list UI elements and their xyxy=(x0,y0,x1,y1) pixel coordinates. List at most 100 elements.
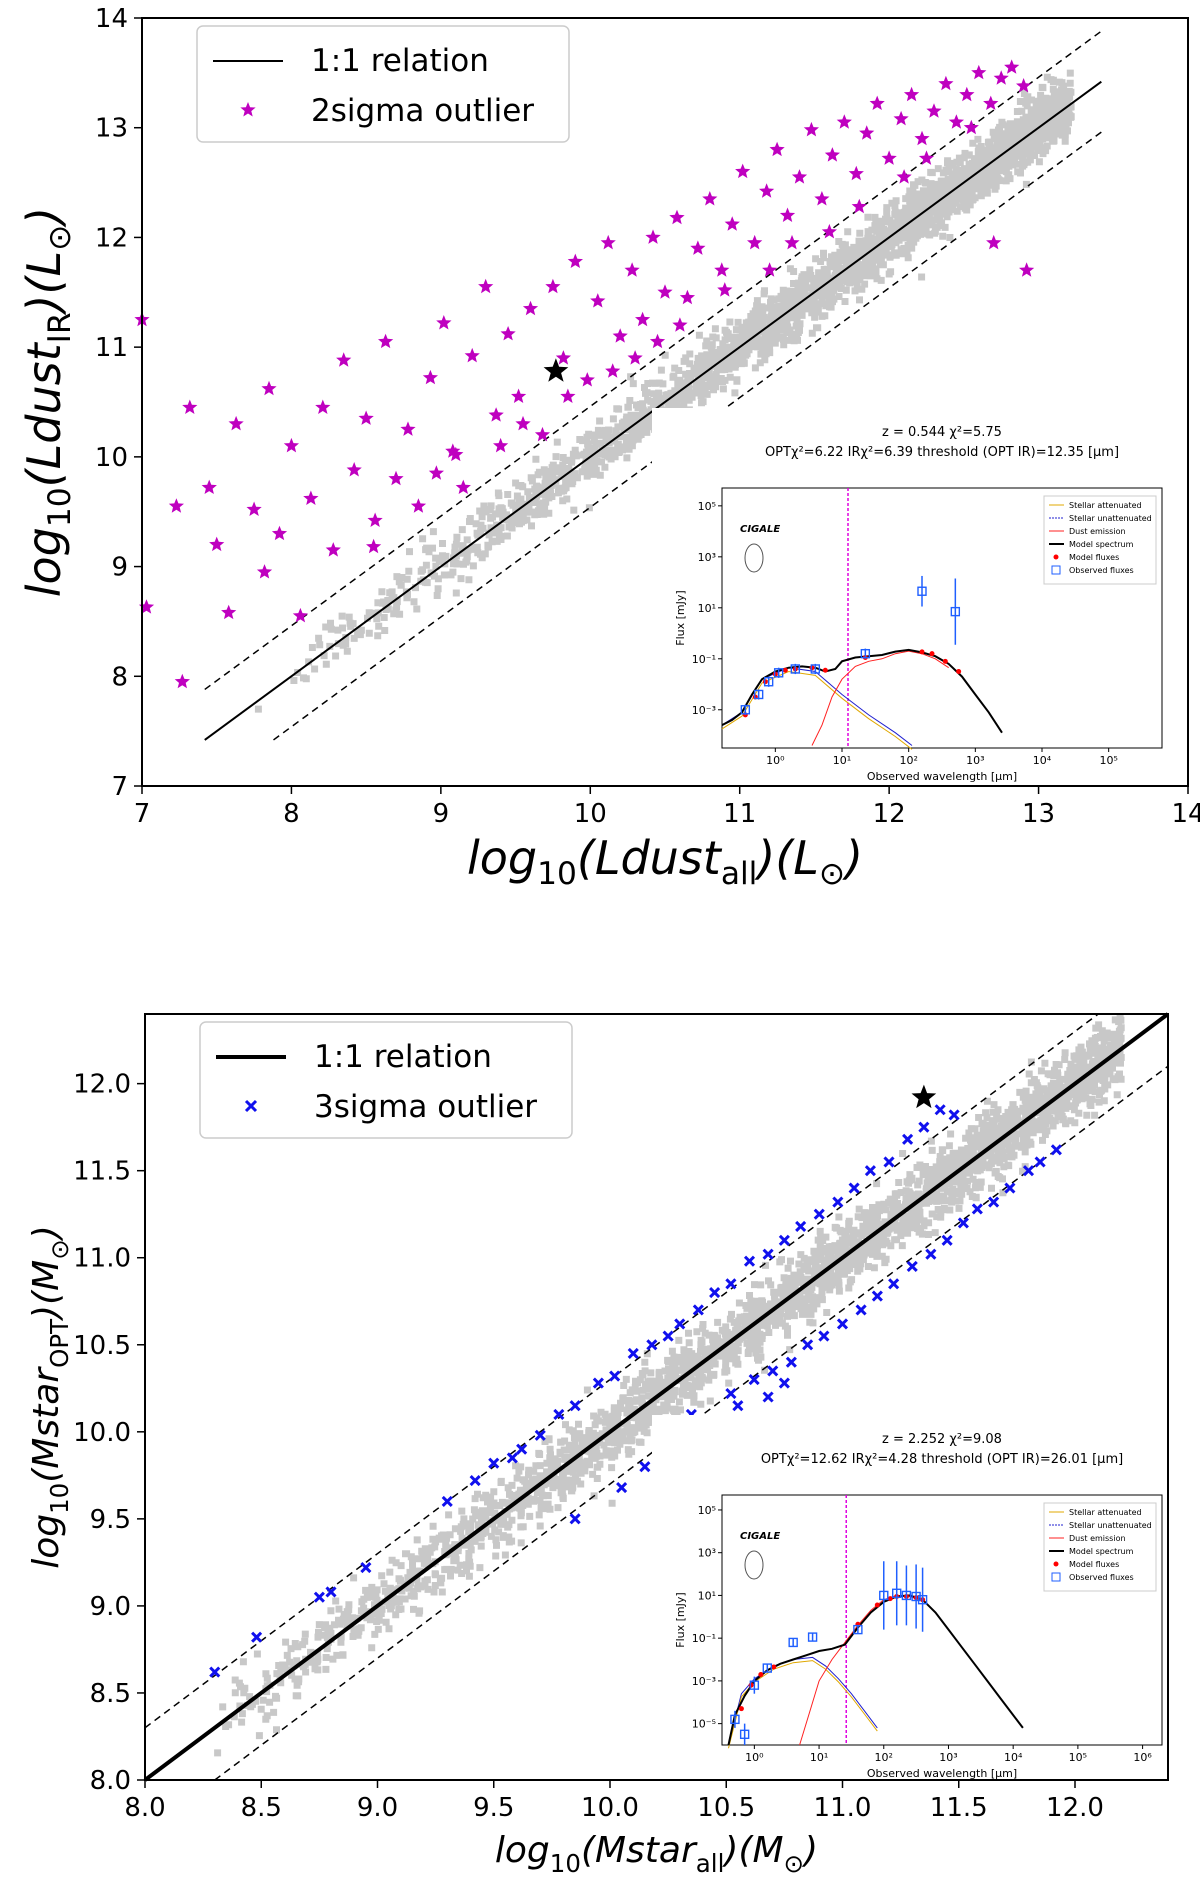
legend-label-relation: 1:1 relation xyxy=(314,1039,492,1075)
highlight-star xyxy=(543,358,569,382)
ylabel-label-sub: 10 xyxy=(45,1483,74,1514)
inset-x-label: Observed wavelength [μm] xyxy=(867,1767,1017,1780)
inset-model-flux xyxy=(758,1671,764,1677)
outlier-points xyxy=(209,1104,1062,1678)
outlier-star xyxy=(366,538,382,554)
inset-model-flux xyxy=(929,651,935,657)
outlier-star xyxy=(762,262,778,277)
xlabel-label-sub: 10 xyxy=(537,856,577,892)
legend-outlier-marker xyxy=(240,102,256,117)
outlier-x xyxy=(1022,1165,1035,1177)
y-tick-label: 8.5 xyxy=(90,1679,131,1709)
outlier-star xyxy=(560,388,576,403)
inset-observed-flux xyxy=(917,586,927,596)
outlier-points xyxy=(134,59,1035,689)
x-tick-label: 10.5 xyxy=(697,1793,755,1823)
inset-x-tick-label: 10⁴ xyxy=(1033,754,1052,767)
ylabel-label-main: log xyxy=(26,1514,67,1569)
inset-model-spectrum xyxy=(721,648,1003,734)
x-tick-label: 14 xyxy=(1171,799,1200,829)
axis-labels: log10(Ldustall)(L⊙)log10(LdustIR)(L⊙) xyxy=(17,207,863,892)
x-tick-label: 13 xyxy=(1022,799,1055,829)
outlier-star xyxy=(1019,262,1035,277)
outlier-x xyxy=(934,1104,946,1116)
inset-frame xyxy=(721,487,1163,749)
x-tick-label: 10 xyxy=(574,799,607,829)
outlier-x xyxy=(778,1234,790,1246)
outlier-x xyxy=(1034,1156,1046,1168)
legend-outlier-marker xyxy=(244,1099,258,1113)
outlier-star xyxy=(590,293,606,308)
outlier-star xyxy=(182,399,198,414)
outlier-star xyxy=(993,70,1009,85)
x-tick-label: 11 xyxy=(723,799,756,829)
inset-observed-flux xyxy=(762,1663,772,1673)
inset-logo-text: CIGALE xyxy=(740,1531,780,1542)
outlier-x xyxy=(569,1400,581,1412)
outlier-x xyxy=(888,1278,900,1290)
inset-title-line1: z = 2.252 χ²=9.08 xyxy=(882,1432,1002,1447)
x-tick-label: 10.0 xyxy=(581,1793,639,1823)
outlier-star xyxy=(836,114,852,129)
inset-observed-flux xyxy=(763,677,774,687)
ylabel-label-main: log xyxy=(17,527,71,597)
inset-model-flux xyxy=(956,669,962,675)
outlier-star xyxy=(926,103,942,118)
y-tick-label: 11.5 xyxy=(73,1157,131,1187)
inset-y-tick-label: 10⁵ xyxy=(698,1504,716,1517)
outlier-star xyxy=(579,372,595,387)
outlier-star xyxy=(779,207,796,222)
xlabel-label-paren-sub: all xyxy=(696,1849,725,1878)
xlabel-label-paren: (Mstar xyxy=(581,1830,698,1871)
outlier-star xyxy=(791,169,808,184)
outlier-star xyxy=(246,501,262,516)
outlier-x xyxy=(864,1165,876,1177)
outlier-star xyxy=(336,352,352,367)
outlier-star xyxy=(717,282,733,297)
highlight-star-marker xyxy=(543,358,569,382)
outlier-star xyxy=(515,415,531,431)
outlier-star xyxy=(228,415,244,431)
inset-y-tick-label: 10¹ xyxy=(698,1589,716,1602)
inset-y-tick-label: 10¹ xyxy=(698,602,716,615)
ylabel-label-paren-sub: IR xyxy=(42,312,78,343)
ylabel-label: log10(LdustIR)(L⊙) xyxy=(17,207,78,598)
outlier-x xyxy=(692,1304,704,1316)
ylabel-label-paren: (Ldust xyxy=(17,341,71,487)
inset-x-label: Observed wavelength [μm] xyxy=(867,770,1017,783)
inset-title-line1: z = 0.544 χ²=5.75 xyxy=(882,425,1002,440)
x-tick-label: 12 xyxy=(873,799,906,829)
outlier-star xyxy=(645,229,661,244)
outlier-star xyxy=(292,607,308,623)
inset-title-line2: OPTχ²=12.62 IRχ²=4.28 threshold (OPT IR)… xyxy=(761,1452,1123,1467)
outlier-x xyxy=(748,1374,760,1386)
xlabel-label-main: log xyxy=(467,831,537,885)
inset-x-tick-label: 10² xyxy=(875,1751,893,1764)
outlier-star xyxy=(649,333,666,349)
inset-legend-marker xyxy=(1051,565,1061,575)
outlier-star xyxy=(679,289,695,305)
xlabel-label: log10(Mstarall)(M⊙) xyxy=(495,1830,818,1878)
outlier-x xyxy=(1050,1144,1062,1156)
inset-legend-marker xyxy=(1053,1561,1059,1567)
inset-observed-flux xyxy=(807,1632,818,1642)
highlight-star xyxy=(911,1084,937,1109)
inset-legend-marker xyxy=(1053,554,1059,560)
ylabel-label-paren-sub: OPT xyxy=(45,1318,74,1368)
y-tick-label: 8 xyxy=(111,662,128,692)
outlier-star xyxy=(511,388,527,403)
inset-observed-flux xyxy=(773,668,784,678)
top-panel: z = 0.544 χ²=5.75 OPTχ²=6.22 IRχ²=6.39 th… xyxy=(17,4,1200,892)
xlabel-label-unit-sub: ⊙ xyxy=(784,1849,805,1878)
inset-x-tick-label: 10³ xyxy=(966,754,984,767)
inset-x-tick-label: 10¹ xyxy=(833,754,851,767)
inset-observed-flux xyxy=(740,705,751,715)
inset-x-tick-label: 10⁰ xyxy=(766,754,785,767)
sed-inset: z = 0.544 χ²=5.75 OPTχ²=6.22 IRχ²=6.39 th… xyxy=(652,408,1172,798)
outlier-x xyxy=(762,1248,774,1260)
inset-observed-flux xyxy=(917,1595,928,1605)
lower-sigma-line xyxy=(273,131,1102,741)
xlabel-label-main: log xyxy=(495,1830,550,1871)
outlier-x xyxy=(616,1481,628,1494)
outlier-star xyxy=(803,121,819,137)
